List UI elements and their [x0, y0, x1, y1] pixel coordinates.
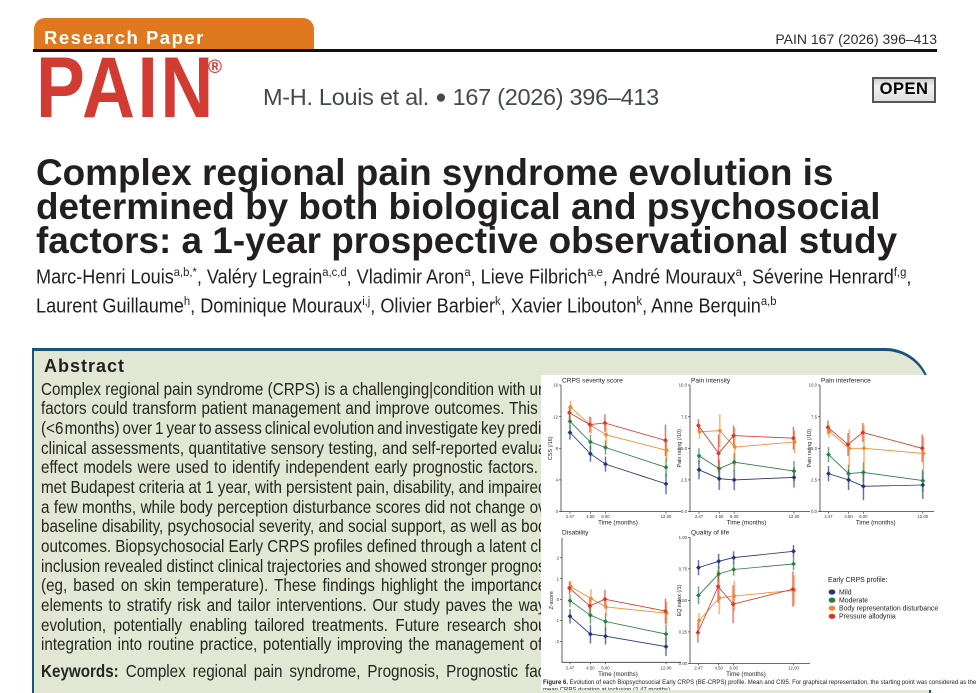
svg-text:12: 12: [553, 414, 558, 419]
svg-text:5.0: 5.0: [681, 446, 688, 451]
svg-text:6.00: 6.00: [730, 666, 739, 671]
svg-text:12.00: 12.00: [661, 514, 672, 519]
svg-text:Moderate: Moderate: [839, 597, 868, 604]
svg-text:12.00: 12.00: [917, 514, 928, 519]
svg-text:2.47: 2.47: [566, 666, 575, 671]
svg-text:2.47: 2.47: [824, 514, 833, 519]
svg-text:Body representation disturbanc: Body representation disturbance: [839, 606, 938, 613]
svg-text:12.00: 12.00: [789, 514, 800, 519]
svg-text:Time (months): Time (months): [598, 520, 638, 527]
svg-text:Pain rating (/10): Pain rating (/10): [807, 429, 813, 468]
svg-text:1: 1: [557, 576, 560, 581]
svg-text:Time (months): Time (months): [598, 671, 638, 678]
svg-text:EQ index (/1): EQ index (/1): [677, 584, 683, 616]
svg-text:6.00: 6.00: [601, 666, 610, 671]
svg-text:2.5: 2.5: [681, 478, 688, 483]
svg-text:Pain rating (/10): Pain rating (/10): [677, 429, 683, 468]
svg-text:Pain interference: Pain interference: [821, 378, 871, 385]
svg-text:Z-score: Z-score: [549, 591, 555, 609]
svg-text:5.0: 5.0: [811, 446, 818, 451]
svg-text:Figure 6. Evolution of each Bi: Figure 6. Evolution of each Biopsychosoc…: [543, 680, 977, 686]
svg-text:6.00: 6.00: [601, 514, 610, 519]
svg-text:Pressure allodynia: Pressure allodynia: [839, 614, 896, 621]
svg-text:0.50: 0.50: [679, 598, 688, 603]
svg-text:4.50: 4.50: [715, 514, 724, 519]
svg-text:4.50: 4.50: [586, 514, 595, 519]
svg-text:-2: -2: [555, 639, 559, 644]
svg-text:0.75: 0.75: [679, 567, 688, 572]
svg-text:CSS (/16): CSS (/16): [548, 436, 554, 460]
svg-text:2.5: 2.5: [811, 478, 818, 483]
svg-text:2.47: 2.47: [695, 514, 704, 519]
svg-text:Disability: Disability: [562, 530, 589, 537]
svg-text:0.0: 0.0: [811, 509, 818, 514]
svg-text:6.00: 6.00: [859, 514, 868, 519]
svg-text:10.0: 10.0: [809, 383, 818, 388]
svg-text:1.00: 1.00: [679, 535, 688, 540]
svg-text:0: 0: [557, 597, 560, 602]
svg-text:Time (months): Time (months): [856, 520, 896, 527]
svg-text:Early CRPS profile:: Early CRPS profile:: [828, 577, 887, 584]
svg-text:0.25: 0.25: [679, 630, 688, 635]
svg-text:2: 2: [557, 555, 560, 560]
svg-text:6.00: 6.00: [730, 514, 739, 519]
svg-text:2.47: 2.47: [694, 666, 703, 671]
svg-text:Pain intensity: Pain intensity: [691, 378, 731, 385]
svg-text:0.00: 0.00: [679, 661, 688, 666]
svg-text:-1: -1: [555, 618, 559, 623]
svg-text:4.50: 4.50: [715, 666, 724, 671]
svg-text:Time (months): Time (months): [726, 671, 766, 678]
svg-text:CRPS severity score: CRPS severity score: [562, 378, 623, 385]
svg-text:Mild: Mild: [839, 589, 852, 596]
svg-text:16: 16: [553, 383, 558, 388]
svg-text:12.00: 12.00: [661, 666, 672, 671]
svg-text:mean CRPS duration at inclusio: mean CRPS duration at inclusion (2.47 mo…: [543, 688, 672, 691]
svg-text:7.5: 7.5: [811, 414, 818, 419]
svg-text:12.00: 12.00: [788, 666, 799, 671]
svg-text:4.50: 4.50: [586, 666, 595, 671]
svg-text:0.0: 0.0: [681, 509, 688, 514]
svg-text:2.47: 2.47: [566, 514, 575, 519]
svg-text:4.50: 4.50: [844, 514, 853, 519]
svg-text:10.0: 10.0: [679, 383, 688, 388]
svg-text:Quality of life: Quality of life: [691, 530, 729, 537]
svg-text:4: 4: [556, 478, 559, 483]
svg-text:7.5: 7.5: [681, 414, 688, 419]
svg-text:Time (months): Time (months): [727, 520, 767, 527]
svg-text:8: 8: [556, 446, 559, 451]
svg-text:0: 0: [556, 509, 559, 514]
